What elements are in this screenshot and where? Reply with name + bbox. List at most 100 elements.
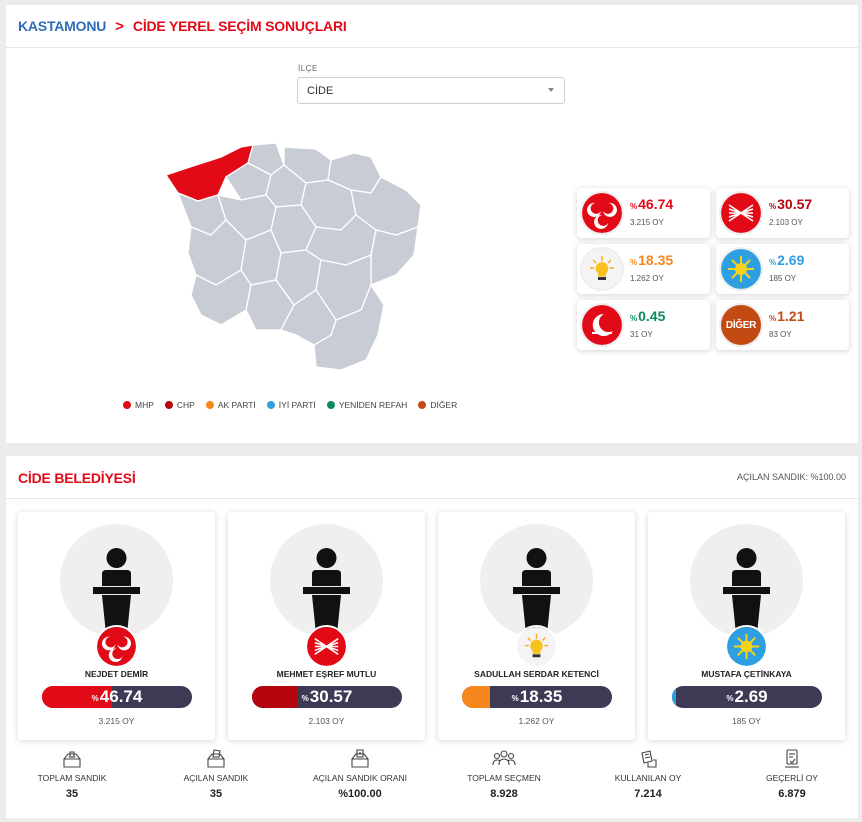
diger-logo-icon: DİĞER [721,305,761,345]
legend-dot-icon [418,401,427,409]
legend-item-mhp: MHP [123,400,154,410]
candidate-vote-bar: %46.74 [42,686,192,708]
mhp-logo-icon [97,627,136,666]
municipality-results-panel: CİDE BELEDİYESİ AÇILAN SANDIK: %100.00 N… [6,456,858,818]
district-select[interactable]: CİDE [297,77,565,104]
party-votes: 31 OY [630,330,653,339]
party-pct: %18.35 [630,252,674,268]
page-title: CİDE YEREL SEÇİM SONUÇLARI [132,18,347,34]
legend-label: CHP [176,400,195,410]
map-region[interactable] [280,289,337,346]
legend-item-diger: DİĞER [418,400,457,410]
candidate-card[interactable]: SADULLAH SERDAR KETENCİ %18.35 1.262 OY [438,512,635,740]
breadcrumb: KASTAMONU > CİDE YEREL SEÇİM SONUÇLARI [6,5,858,48]
stat-label: AÇILAN SANDIK ORANI [313,773,407,783]
district-select-label: İLÇE [298,64,318,73]
stat-opened-ratio: AÇILAN SANDIK ORANI %100.00 [300,748,420,800]
legend-dot-icon [164,401,173,409]
iyi-logo-icon [727,627,766,666]
opened-ballot-box-icon [156,748,276,770]
breadcrumb-city-link[interactable]: KASTAMONU [18,18,107,34]
legend-label: YENİDEN REFAH [338,400,408,410]
stat-value: 35 [65,788,79,800]
candidate-votes: 1.262 OY [518,716,555,726]
stat-cast-votes: KULLANILAN OY 7.214 [588,748,708,800]
candidate-votes: 2.103 OY [308,716,345,726]
ballot-ratio-icon [300,748,420,770]
candidate-card[interactable]: NEJDET DEMİR %46.74 3.215 OY [18,512,215,740]
vote-bar-fill [672,686,677,708]
party-result-iyi: %2.69 185 OY [716,244,849,294]
legend-dot-icon [326,401,335,409]
candidate-name: NEJDET DEMİR [84,669,149,679]
legend-label: MHP [135,400,154,410]
legend-item-akp: AK PARTİ [205,400,256,410]
candidate-votes: 3.215 OY [98,716,135,726]
party-result-yrp: %0.45 31 OY [577,300,710,350]
candidate-avatar [690,524,803,637]
akp-logo-icon [517,627,556,666]
cast-vote-icon [588,748,708,770]
district-results-panel: KASTAMONU > CİDE YEREL SEÇİM SONUÇLARI İ… [6,5,858,443]
party-pct: %0.45 [630,308,666,324]
legend-label: DİĞER [430,400,458,410]
legend-item-iyi: İYİ PARTİ [266,400,316,410]
municipality-title: CİDE BELEDİYESİ [18,470,136,486]
district-map [164,142,422,371]
candidate-card[interactable]: MEHMET EŞREF MUTLU %30.57 2.103 OY [228,512,425,740]
legend-item-chp: CHP [164,400,195,410]
legend-dot-icon [266,401,275,409]
stat-label: TOPLAM SEÇMEN [467,773,541,783]
party-votes: 185 OY [769,274,797,283]
stat-valid-votes: GEÇERLİ OY 6.879 [732,748,852,800]
party-pct: %1.21 [769,308,805,324]
vote-bar-fill [252,686,298,708]
party-votes: 3.215 OY [630,218,664,227]
iyi-logo-icon [721,249,761,289]
chevron-right-icon: > [115,17,124,35]
mhp-logo-icon [582,193,622,233]
candidate-pct: %46.74 [91,687,143,706]
stat-total-ballot-boxes: TOPLAM SANDIK 35 [12,748,132,800]
party-legend: MHP CHP AK PARTİ İYİ PARTİ YENİDEN REFAH… [123,400,457,410]
candidate-name: SADULLAH SERDAR KETENCİ [474,669,599,679]
opened-ballots-info: AÇILAN SANDIK: %100.00 [736,472,846,482]
stat-value: 8.928 [490,788,518,800]
voters-icon [444,748,564,770]
akp-logo-icon [582,249,622,289]
candidate-pct: %30.57 [301,687,353,706]
party-votes: 2.103 OY [769,218,803,227]
podium-speaker-icon [513,548,560,634]
candidate-avatar [270,524,383,637]
stat-label: KULLANILAN OY [614,773,682,783]
stat-value: 6.879 [778,788,806,800]
legend-label: AK PARTİ [217,400,256,410]
party-pct: %46.74 [630,196,674,212]
candidate-name: MUSTAFA ÇETİNKAYA [701,669,792,679]
candidate-vote-bar: %30.57 [252,686,402,708]
legend-dot-icon [123,401,131,409]
podium-speaker-icon [93,548,140,634]
candidate-vote-bar: %18.35 [462,686,612,708]
district-select-value: CİDE [307,84,334,97]
stat-label: GEÇERLİ OY [766,773,818,783]
candidate-vote-bar: %2.69 [672,686,822,708]
chevron-down-icon [548,88,554,92]
podium-speaker-icon [723,548,770,634]
stat-opened-ballot-boxes: AÇILAN SANDIK 35 [156,748,276,800]
legend-label: İYİ PARTİ [278,400,316,410]
divider [6,498,858,499]
party-result-mhp: %46.74 3.215 OY [577,188,710,238]
candidate-avatar [60,524,173,637]
candidate-card[interactable]: MUSTAFA ÇETİNKAYA %2.69 185 OY [648,512,845,740]
yrp-logo-icon [582,305,622,345]
ballot-box-icon [12,748,132,770]
stat-value: 7.214 [634,788,662,800]
party-pct: %2.69 [769,252,805,268]
map-region[interactable] [370,226,419,286]
candidate-name: MEHMET EŞREF MUTLU [276,669,377,679]
candidate-pct: %18.35 [511,687,563,706]
stat-label: TOPLAM SANDIK [37,773,107,783]
stat-total-voters: TOPLAM SEÇMEN 8.928 [444,748,564,800]
chp-logo-icon [307,627,346,666]
